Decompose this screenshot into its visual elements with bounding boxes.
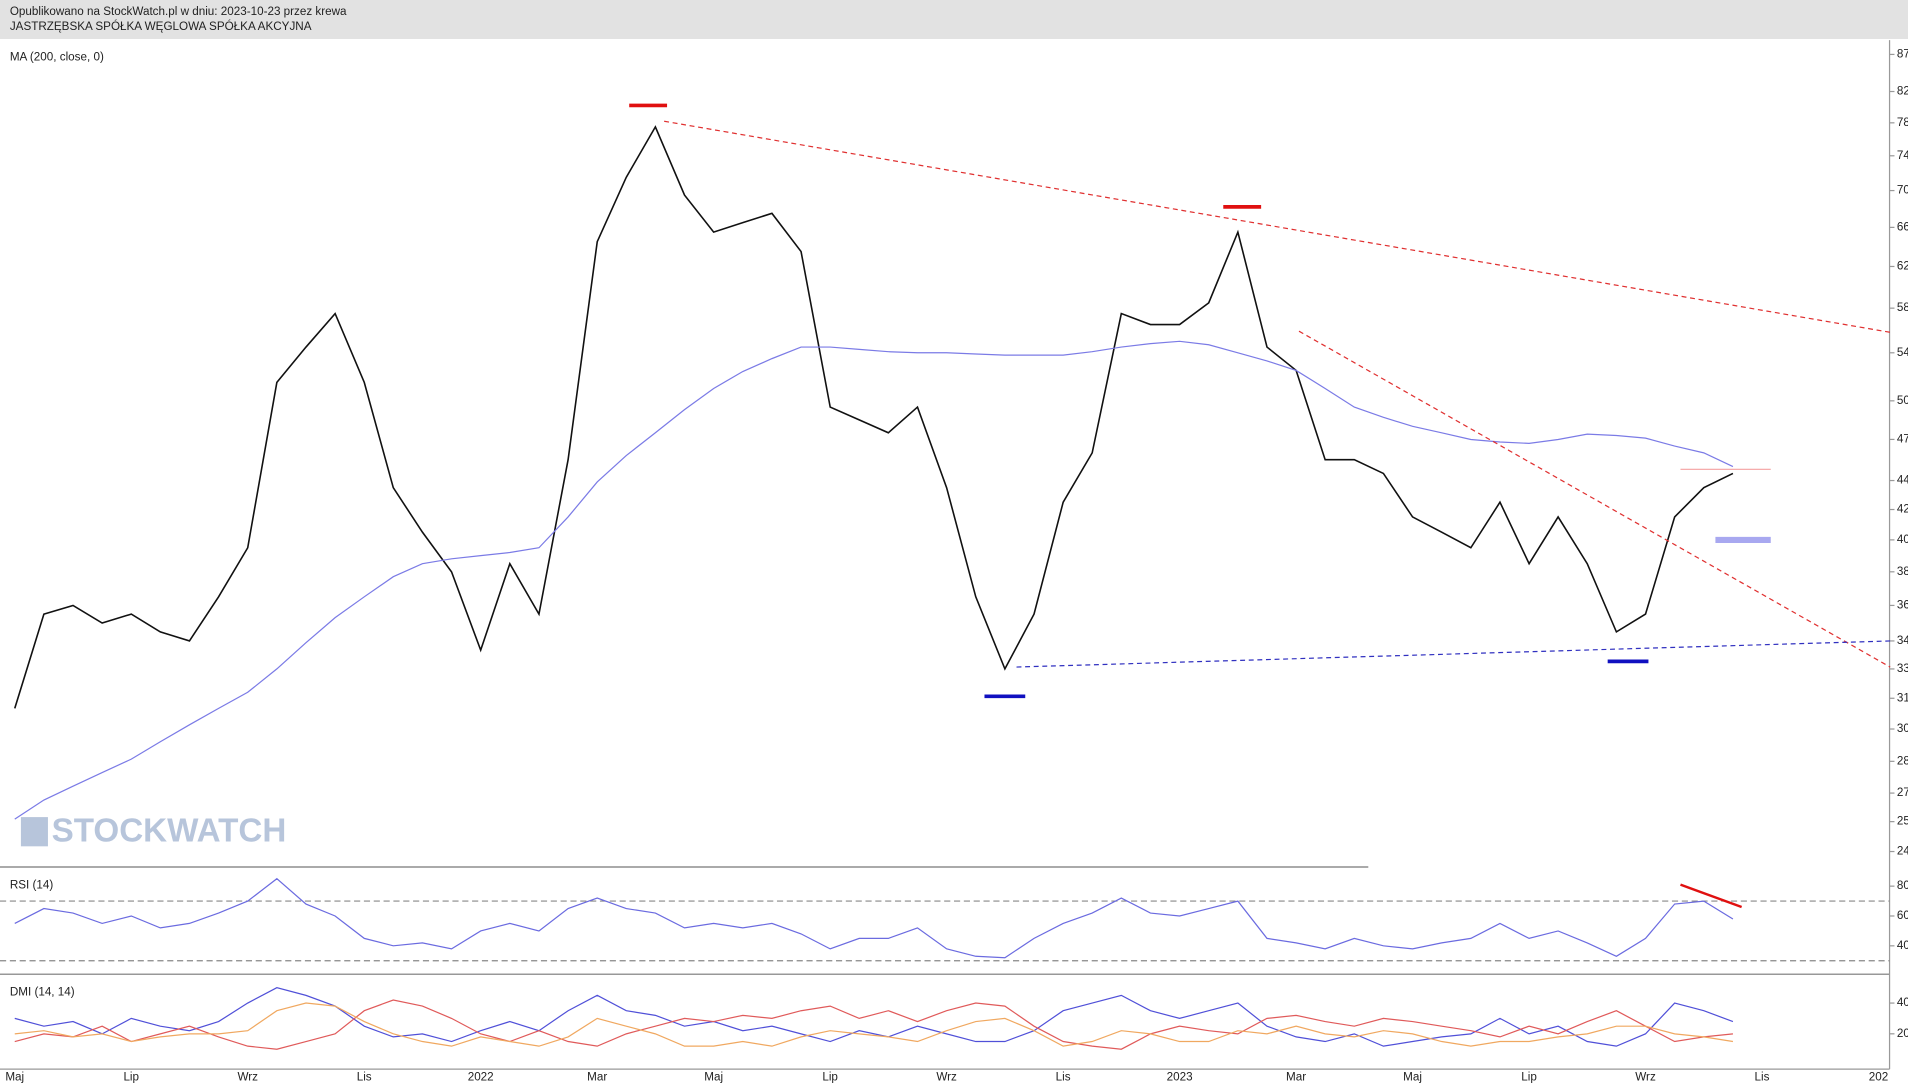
x-tick-label: Mar [1286, 1071, 1306, 1084]
y-tick-label: 70,50 [1897, 184, 1908, 197]
y-tick-label: 74,50 [1897, 149, 1908, 162]
y-tick-label: 82,50 [1897, 85, 1908, 98]
x-tick-label: Lis [1056, 1071, 1071, 1084]
x-tick-label: Lis [357, 1071, 372, 1084]
series-line [14, 1002, 1734, 1047]
x-tick-label: Lip [123, 1071, 139, 1084]
x-tick-label: Maj [5, 1071, 24, 1084]
x-tick-label: 2022 [468, 1071, 494, 1084]
trendline [1680, 883, 1743, 909]
series-line [14, 987, 1734, 1047]
x-tick-label: Wrz [237, 1071, 258, 1084]
y-tick-label: 44,50 [1897, 474, 1908, 487]
x-tick-label: Wrz [1635, 1071, 1656, 1084]
header-bar [0, 0, 1908, 39]
y-tick-label: 50,50 [1897, 394, 1908, 407]
x-tick-label: Lip [1521, 1071, 1537, 1084]
y-tick-label: 38,50 [1897, 565, 1908, 578]
y-tick-label: 42,50 [1897, 503, 1908, 516]
y-tick-label: 28,50 [1897, 754, 1908, 767]
trendline [1298, 330, 1891, 668]
y-tick-label: 25,90 [1897, 815, 1908, 828]
series-line [14, 999, 1734, 1050]
y-tick-label: 31,50 [1897, 691, 1908, 704]
y-tick-label: 47,50 [1897, 433, 1908, 446]
trendline [664, 120, 1891, 333]
panel-title: RSI (14) [10, 878, 54, 891]
x-tick-label: 202 [1869, 1071, 1888, 1084]
y-tick-label: 33,00 [1897, 662, 1908, 675]
panel-title: MA (200, close, 0) [10, 50, 104, 63]
y-tick-label: 24,70 [1897, 845, 1908, 858]
y-tick-label: 40 [1897, 996, 1908, 1009]
y-tick-label: 40 [1897, 939, 1908, 952]
x-tick-label: Mar [587, 1071, 607, 1084]
y-tick-label: 54,50 [1897, 346, 1908, 359]
header-line: Opublikowano na StockWatch.pl w dniu: 20… [10, 5, 347, 18]
y-tick-label: 58,50 [1897, 301, 1908, 314]
series-line [14, 877, 1734, 959]
panel-title: DMI (14, 14) [10, 986, 75, 999]
y-tick-label: 78,50 [1897, 116, 1908, 129]
header-line: JASTRZĘBSKA SPÓŁKA WĘGLOWA SPÓŁKA AKCYJN… [10, 20, 312, 33]
y-tick-label: 27,10 [1897, 786, 1908, 799]
y-tick-label: 30,00 [1897, 722, 1908, 735]
x-tick-label: 2023 [1167, 1071, 1193, 1084]
y-tick-label: 36,50 [1897, 599, 1908, 612]
y-tick-label: 20 [1897, 1027, 1908, 1040]
y-tick-label: 34,50 [1897, 634, 1908, 647]
x-tick-label: Lis [1755, 1071, 1770, 1084]
watermark-icon [20, 817, 48, 847]
watermark: STOCKWATCH [52, 812, 287, 849]
x-tick-label: Lip [822, 1071, 838, 1084]
series-line [13, 125, 1734, 709]
x-tick-label: Maj [704, 1071, 723, 1084]
x-tick-label: Wrz [936, 1071, 957, 1084]
y-tick-label: 80 [1897, 879, 1908, 892]
y-tick-label: 62,50 [1897, 260, 1908, 273]
trendline [1016, 640, 1891, 668]
y-tick-label: 66,50 [1897, 220, 1908, 233]
y-tick-label: 40,50 [1897, 533, 1908, 546]
y-tick-label: 87,50 [1897, 48, 1908, 61]
series-line [14, 340, 1734, 820]
x-tick-label: Maj [1403, 1071, 1422, 1084]
y-tick-label: 60 [1897, 909, 1908, 922]
